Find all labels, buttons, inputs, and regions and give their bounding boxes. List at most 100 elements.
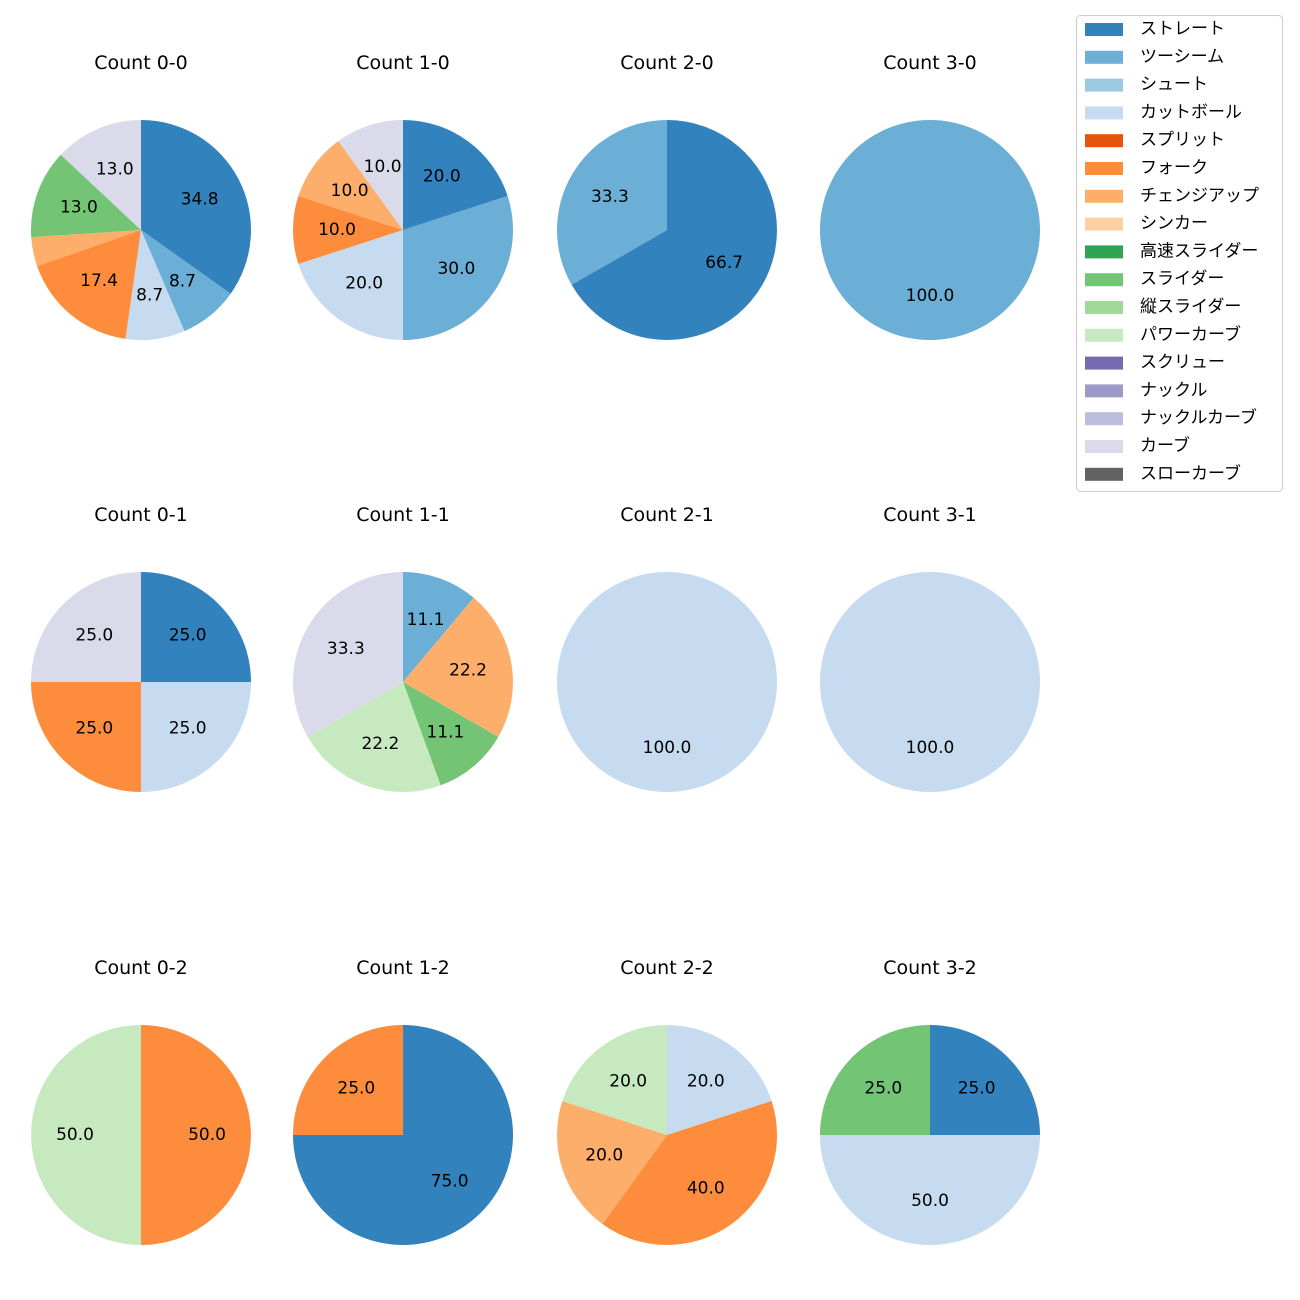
slice-label: 17.4 (80, 271, 118, 291)
slice-labels: 100.0 (643, 738, 692, 758)
pie-slice (141, 120, 252, 294)
slice-label: 25.0 (864, 1078, 902, 1098)
pie-title: Count 2-2 (620, 957, 714, 979)
pie-title: Count 0-0 (94, 52, 188, 74)
pie-slice (31, 230, 142, 267)
slice-label: 20.0 (345, 273, 383, 293)
legend-label: スライダー (1140, 269, 1224, 289)
slice-label: 75.0 (431, 1172, 469, 1192)
pie-panel: Count 1-0 20.0 30.0 20.0 10.0 10.0 10.0 (292, 52, 513, 340)
slice-label: 25.0 (337, 1078, 375, 1098)
slice-labels: 20.0 30.0 20.0 10.0 10.0 10.0 (318, 157, 475, 293)
pie-title: Count 1-2 (356, 957, 450, 979)
slice-label: 25.0 (169, 625, 207, 645)
pie-slice (141, 682, 251, 792)
pie-slice (293, 1025, 403, 1135)
pie-slice (571, 120, 777, 340)
slice-label: 100.0 (643, 738, 692, 758)
legend-label: ナックルカーブ (1140, 407, 1257, 428)
legend-swatch (1085, 384, 1123, 398)
legend-label: スプリット (1140, 130, 1225, 150)
legend-label: フォーク (1140, 158, 1208, 178)
pie-title: Count 2-1 (620, 504, 714, 526)
pie-slice (820, 572, 1040, 792)
legend-item: 縦スライダー (1085, 297, 1241, 317)
slice-label: 10.0 (364, 157, 402, 177)
pie-panel: Count 3-1 100.0 (820, 504, 1040, 792)
legend-item: フォーク (1085, 158, 1208, 178)
slice-labels: 25.0 50.0 25.0 (864, 1078, 995, 1211)
pie-slice (403, 597, 513, 737)
pie-slice (31, 682, 141, 792)
pie-slice (298, 141, 403, 230)
slice-label: 66.7 (705, 253, 743, 273)
slice-label: 20.0 (609, 1072, 647, 1092)
pie-slice (403, 196, 513, 340)
legend-label: 高速スライダー (1140, 241, 1258, 261)
legend-swatch (1085, 356, 1123, 370)
slice-label: 11.1 (407, 610, 445, 630)
pie-slice (60, 120, 142, 230)
pie-slice (820, 120, 1040, 340)
legend-swatch (1085, 467, 1123, 481)
pie-panel: Count 0-0 34.8 8.7 8.7 17.4 13.0 13.0 (31, 52, 252, 340)
slice-label: 10.0 (331, 181, 369, 201)
slice-label: 25.0 (169, 719, 207, 739)
legend-item: 高速スライダー (1085, 241, 1258, 261)
slice-labels: 75.0 25.0 (337, 1078, 468, 1191)
slice-labels: 11.1 22.2 11.1 22.2 33.3 (327, 610, 487, 754)
pie-slice (403, 572, 474, 682)
slice-label: 22.2 (361, 734, 399, 754)
pie-title: Count 0-2 (94, 957, 188, 979)
pie-panel: Count 3-0 100.0 (820, 52, 1040, 340)
pie-slice (556, 1101, 667, 1224)
pie-slice (141, 230, 231, 332)
legend-item: スライダー (1085, 269, 1224, 289)
pie-panel: Count 2-1 100.0 (557, 504, 777, 792)
pie-panels: Count 0-0 34.8 8.7 8.7 17.4 13.0 13.0 Count 1-0… (31, 52, 1040, 1245)
pie-panel: Count 1-1 11.1 22.2 11.1 22.2 33.3 (293, 504, 513, 792)
legend-item: ストレート (1085, 19, 1225, 39)
pie-slice (31, 572, 141, 682)
legend-item: チェンジアップ (1085, 186, 1259, 206)
pie-slice (403, 682, 499, 786)
legend-swatch (1085, 245, 1123, 259)
legend-swatch (1085, 440, 1123, 453)
legend: ストレートツーシームシュートカットボールスプリットフォークチェンジアップシンカー… (1076, 15, 1283, 492)
legend-swatch (1085, 23, 1123, 36)
slice-label: 30.0 (437, 259, 475, 279)
slice-label: 34.8 (181, 190, 219, 210)
pie-panel: Count 0-1 25.0 25.0 25.0 25.0 (31, 504, 251, 792)
legend-item: スプリット (1085, 130, 1225, 150)
slice-label: 8.7 (169, 271, 196, 291)
pie-slice (293, 572, 403, 737)
pie-panel: Count 2-0 66.7 33.3 (556, 52, 777, 340)
legend-swatch (1085, 217, 1123, 231)
legend-item: シンカー (1085, 214, 1208, 234)
legend-item: ナックル (1085, 380, 1208, 400)
slice-label: 50.0 (56, 1125, 94, 1145)
pie-slice (820, 1135, 1040, 1245)
slice-label: 25.0 (958, 1078, 996, 1098)
slice-label: 33.3 (591, 187, 629, 207)
pie-slice (403, 120, 508, 230)
legend-swatch (1085, 189, 1123, 203)
legend-label: チェンジアップ (1140, 186, 1259, 206)
slice-label: 20.0 (687, 1072, 725, 1092)
slice-label: 10.0 (318, 220, 356, 240)
pie-title: Count 3-2 (883, 957, 977, 979)
slice-label: 100.0 (906, 286, 955, 306)
pie-title: Count 0-1 (94, 504, 188, 526)
pie-slice (562, 1025, 667, 1135)
slice-labels: 100.0 (906, 738, 955, 758)
pie-slice (667, 1025, 772, 1135)
legend-label: スローカーブ (1140, 463, 1241, 484)
slice-label: 25.0 (75, 719, 113, 739)
slice-label: 100.0 (906, 738, 955, 758)
legend-swatch (1085, 134, 1123, 148)
legend-label: ストレート (1140, 19, 1225, 39)
slice-label: 50.0 (911, 1191, 949, 1211)
slice-label: 11.1 (426, 723, 464, 743)
legend-item: カーブ (1085, 435, 1190, 456)
